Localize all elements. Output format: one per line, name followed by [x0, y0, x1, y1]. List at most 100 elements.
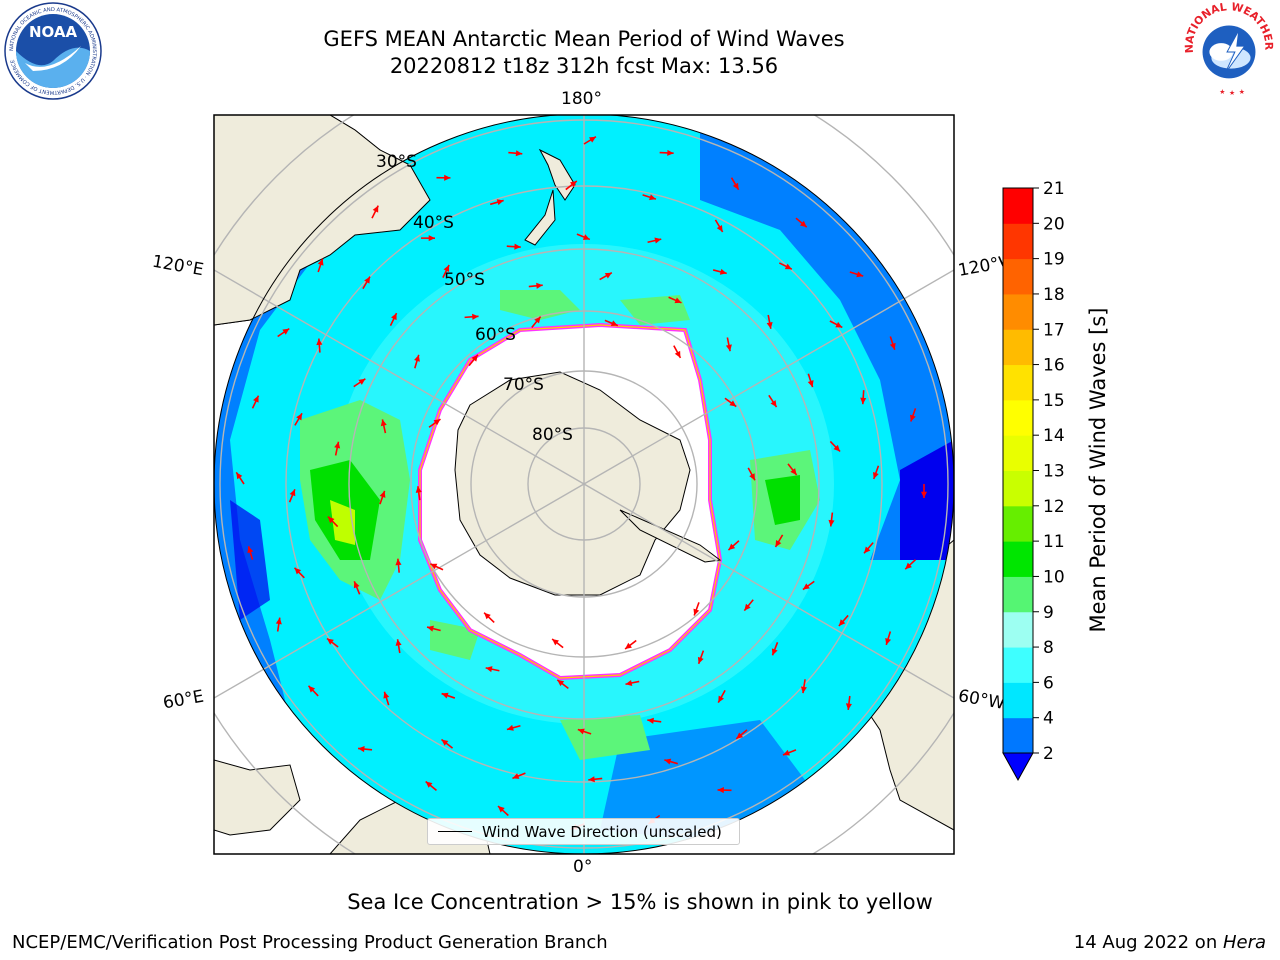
wind-wave-arrow-head [536, 282, 543, 289]
colorbar-cell [1003, 541, 1033, 577]
wind-wave-arrow-head [472, 313, 479, 320]
wind-wave-arrow-head [296, 413, 303, 421]
wind-wave-arrow-head [588, 136, 596, 143]
wind-wave-arrow-head [784, 263, 792, 270]
wind-wave-arrow-head [557, 679, 565, 687]
wind-wave-arrow-head [719, 268, 727, 275]
colorbar-cell [1003, 258, 1033, 295]
wind-wave-arrow-head [744, 603, 751, 611]
wind-wave-arrow-head [391, 313, 397, 321]
wind-wave-arrow-head [770, 400, 777, 408]
wind-wave-arrow-head [732, 182, 739, 190]
wind-wave-arrow-head [515, 150, 523, 157]
wind-wave-arrow-head [444, 174, 451, 181]
colorbar-tick-label: 16 [1043, 356, 1065, 376]
wind-wave-arrow-head [697, 656, 704, 664]
wind-wave-arrow-head [334, 441, 341, 449]
wind-wave-arrow-head [485, 666, 493, 673]
footer-credit: NCEP/EMC/Verification Post Processing Pr… [12, 932, 608, 953]
wind-wave-arrow-head [920, 491, 928, 498]
wind-wave-arrow-head [674, 297, 682, 304]
wind-wave-arrow-head [802, 583, 810, 590]
wind-wave-arrow-head [749, 473, 755, 481]
wind-wave-arrow-head [766, 321, 773, 329]
wind-wave-arrow-head [379, 490, 386, 498]
colorbar-label: Mean Period of Wind Waves [s] [1086, 307, 1110, 633]
wind-wave-arrow-head [856, 271, 864, 278]
wind-wave-arrow-head [588, 776, 595, 783]
wind-wave-arrow-head [910, 414, 916, 422]
wind-wave-arrow-head [864, 546, 871, 554]
lat-label-70s: 70°S [503, 375, 544, 395]
wind-wave-arrow-head [833, 444, 841, 452]
colorbar-tick-label: 4 [1043, 709, 1054, 729]
wind-wave-arrow-head [353, 581, 360, 589]
wind-wave-arrow-head [610, 320, 618, 327]
wind-wave-arrow-head [498, 806, 505, 813]
noaa-logo-text: NOAA [29, 23, 78, 41]
wind-wave-arrow-head [383, 691, 390, 699]
wind-wave-arrow-head [358, 378, 366, 385]
colorbar-cell [1003, 576, 1033, 613]
wind-wave-arrow-head [514, 243, 521, 250]
svg-text:★: ★ [1229, 89, 1235, 97]
wind-wave-arrow-head [316, 338, 323, 346]
lat-label-30s: 30°S [376, 152, 417, 172]
colorbar-cell [1003, 717, 1033, 754]
wind-wave-arrow-head [326, 638, 334, 645]
lon-label-0: 0° [573, 857, 593, 877]
colorbar-tick-label: 9 [1043, 603, 1054, 623]
wind-wave-arrow-head [790, 468, 797, 475]
wind-wave-arrow-head [725, 344, 732, 352]
wind-wave-arrow-head [728, 543, 736, 551]
wind-wave-arrow-head [799, 220, 807, 228]
colorbar-cell [1003, 188, 1033, 224]
wind-wave-arrow-head [294, 567, 302, 575]
wind-wave-arrow-head [649, 194, 656, 201]
colorbar-tick-label: 17 [1043, 320, 1065, 340]
wind-wave-arrow-head [800, 686, 807, 694]
lat-label-40s: 40°S [413, 213, 454, 233]
wind-wave-arrow-head [428, 235, 436, 242]
footer-date: 14 Aug 2022 on Hera [1074, 932, 1266, 953]
wind-wave-arrow-head [236, 472, 243, 480]
wind-wave-arrow-head [604, 272, 612, 279]
colorbar-cell [1003, 223, 1033, 260]
colorbar-extend-arrow [1002, 752, 1034, 782]
wind-wave-arrow-head [845, 703, 852, 710]
wind-wave-arrow-head [441, 692, 449, 699]
legend-line-swatch [438, 831, 472, 832]
wind-wave-arrow-head [838, 619, 846, 626]
wind-wave-arrow-head [471, 354, 478, 362]
wind-wave-arrow-head [247, 546, 254, 554]
wind-wave-arrow-head [327, 516, 335, 524]
colorbar-tick-label: 8 [1043, 638, 1054, 658]
nws-logo: NATIONAL WEATHER SERVICE ★★★ [1180, 1, 1277, 97]
wind-wave-arrow-head [372, 205, 379, 213]
wind-wave-arrow-head [253, 395, 259, 403]
map-subtitle: 20220812 t18z 312h fcst Max: 13.56 [389, 54, 779, 78]
colorbar-tick-label: 20 [1043, 214, 1065, 234]
wind-wave-arrow-head [674, 350, 681, 358]
wind-wave-arrow-head [717, 787, 724, 794]
lat-label-60s: 60°S [475, 325, 516, 345]
wind-wave-arrow-head [716, 224, 723, 232]
wind-wave-arrow-head [289, 489, 296, 497]
wind-wave-arrow-head [433, 419, 441, 426]
colorbar-tick-label: 2 [1043, 744, 1054, 764]
wind-wave-arrow-head [860, 397, 867, 405]
wind-wave-arrow-head [807, 380, 814, 388]
colorbar-cell [1003, 505, 1033, 542]
wind-wave-arrow-head [835, 321, 843, 328]
colorbar-cell [1003, 611, 1033, 648]
wind-wave-arrow-head [569, 180, 577, 188]
ice-note-text: Sea Ice Concentration > 15% is shown in … [347, 890, 933, 914]
wind-wave-arrow-head [885, 637, 892, 645]
ice-note: Sea Ice Concentration > 15% is shown in … [0, 890, 1280, 914]
wind-wave-arrow-head [718, 695, 724, 703]
wind-wave-arrow-head [664, 758, 672, 765]
wind-wave-arrow-head [625, 679, 633, 686]
wind-wave-arrow-head [364, 276, 370, 284]
footer-date-text: 14 Aug 2022 on [1073, 932, 1223, 953]
colorbar-cell [1003, 435, 1033, 471]
